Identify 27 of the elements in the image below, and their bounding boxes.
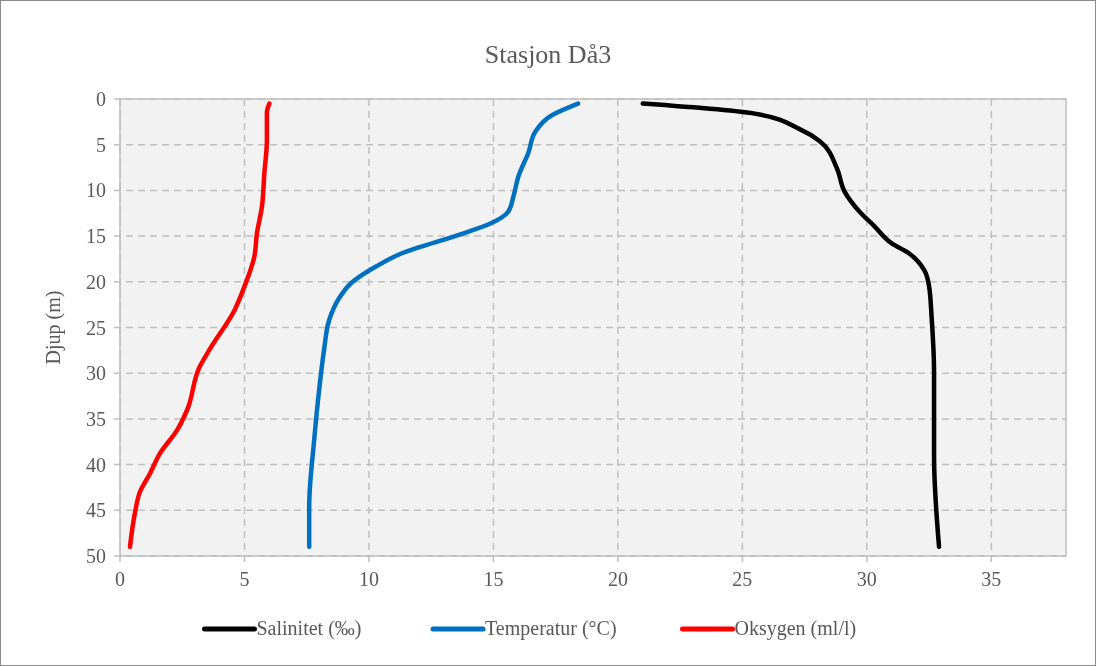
x-tick-label: 15 xyxy=(483,568,504,590)
x-tick-label: 25 xyxy=(732,568,753,590)
y-tick-label: 25 xyxy=(86,316,106,339)
y-tick-label: 45 xyxy=(86,499,106,522)
y-tick-label: 0 xyxy=(96,88,106,110)
x-tick-label: 5 xyxy=(239,568,250,590)
x-tick-label: 10 xyxy=(358,568,379,590)
x-tick-label: 35 xyxy=(981,568,1002,590)
y-tick-label: 10 xyxy=(86,179,106,202)
y-tick-label: 5 xyxy=(96,133,106,156)
y-tick-label: 35 xyxy=(86,407,106,430)
legend-label: Temperatur (°C) xyxy=(485,617,617,640)
line-series xyxy=(640,101,942,550)
y-tick-label: 20 xyxy=(86,270,106,293)
y-tick-label: 40 xyxy=(86,453,106,476)
legend-label: Oksygen (ml/l) xyxy=(734,617,857,640)
y-axis-title: Djup (m) xyxy=(42,290,65,365)
legend-label: Salinitet (‰) xyxy=(256,617,362,640)
line-series xyxy=(127,101,272,550)
y-tick-label: 30 xyxy=(86,362,106,385)
y-tick-label: 50 xyxy=(86,545,106,567)
y-tick-label: 15 xyxy=(86,225,106,248)
line-series xyxy=(306,101,581,550)
x-tick-label: 30 xyxy=(856,568,877,590)
x-tick-label: 0 xyxy=(115,568,125,590)
chart-title: Stasjon Då3 xyxy=(484,40,612,69)
x-tick-label: 20 xyxy=(607,568,628,590)
